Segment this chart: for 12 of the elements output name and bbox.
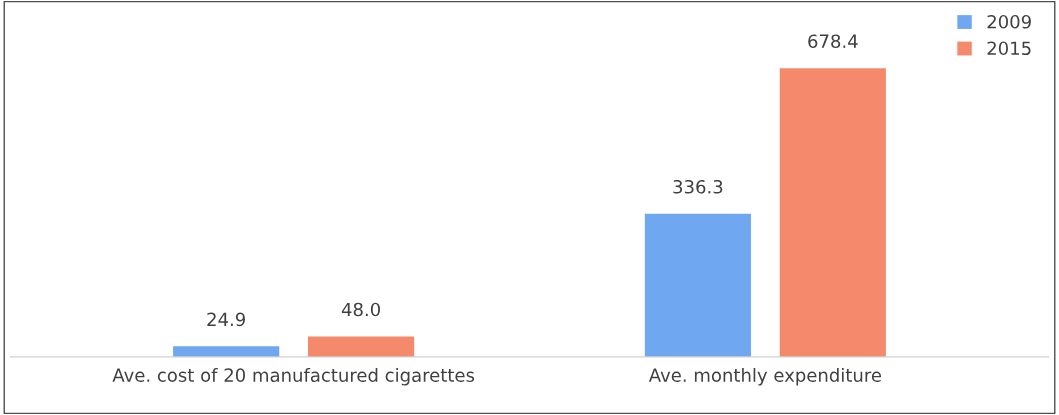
legend-label: 2009 [987,14,1031,29]
data-label: 678.4 [808,34,858,49]
x-tick-label: Ave. cost of 20 manufactured cigarettes [112,368,475,386]
bar [644,213,751,357]
x-tick-label: Ave. monthly expenditure [648,368,882,386]
bar [308,336,415,357]
legend-label: 2015 [987,41,1031,56]
data-label: 24.9 [207,312,246,327]
data-label: 48.0 [341,302,380,317]
bar [779,68,886,357]
data-label: 336.3 [673,179,723,194]
bar [173,346,280,357]
